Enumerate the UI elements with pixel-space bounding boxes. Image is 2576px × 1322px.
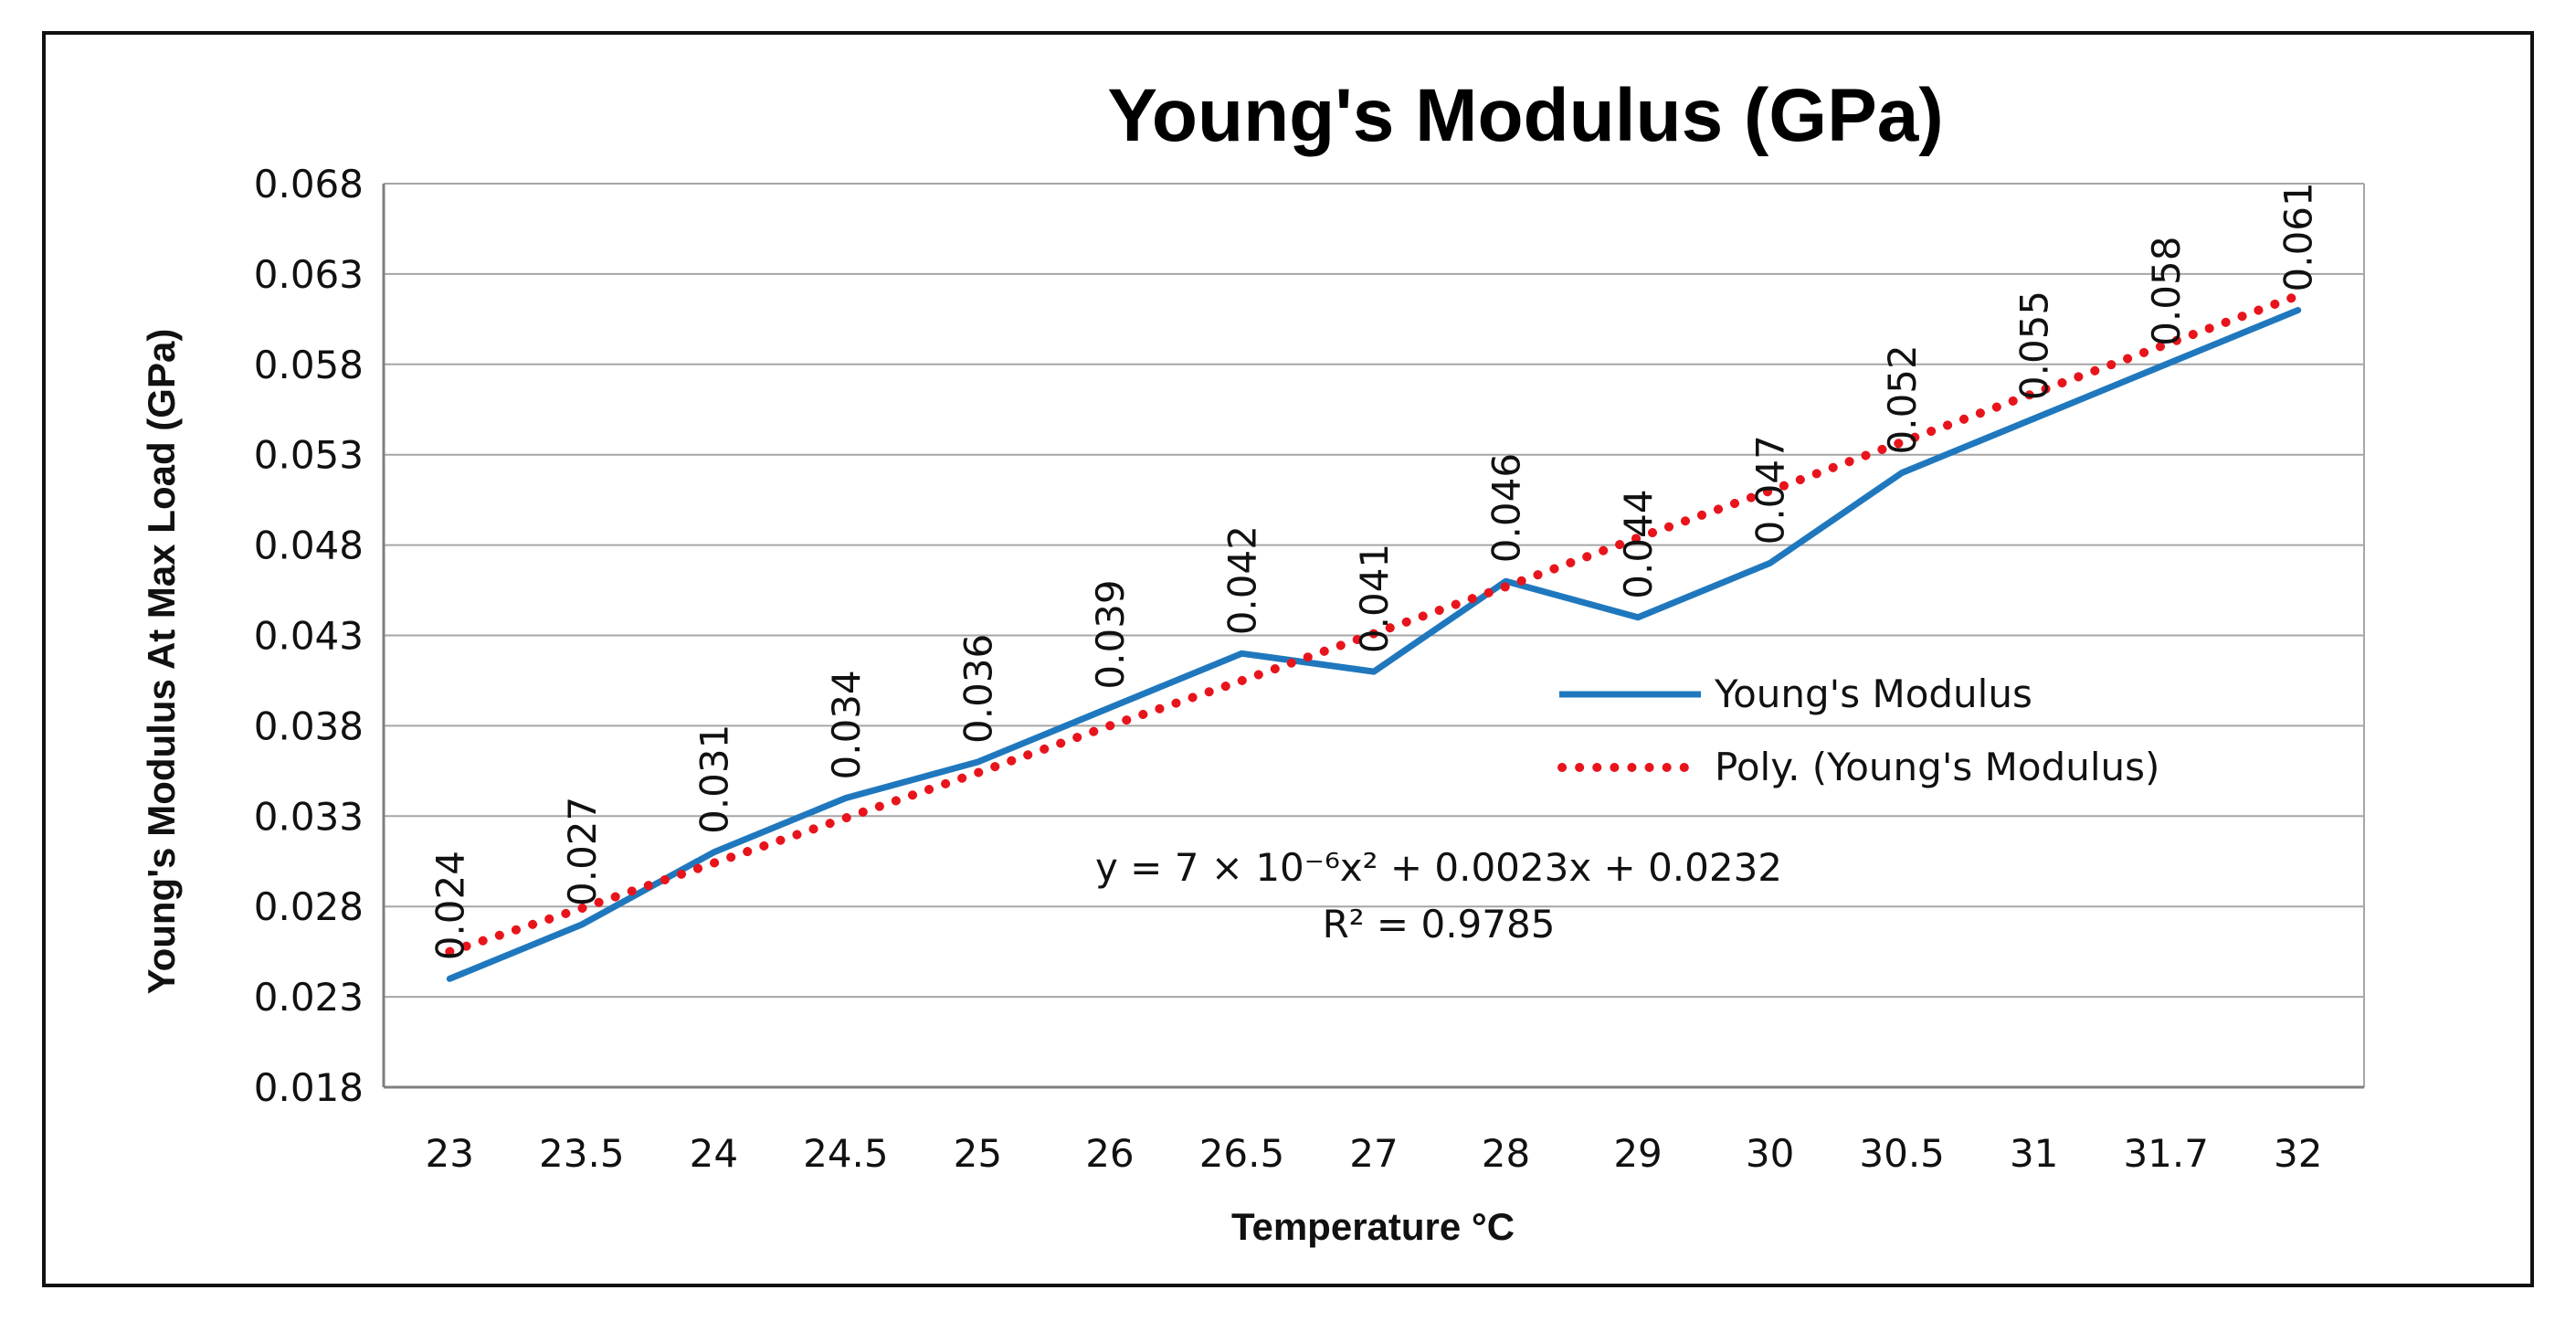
data-label: 0.031 xyxy=(692,724,736,834)
y-tick-label: 0.063 xyxy=(254,252,364,297)
legend-label-poly: Poly. (Young's Modulus) xyxy=(1715,745,2159,789)
trendline-r-squared: R² = 0.9785 xyxy=(1323,902,1556,947)
x-tick-label: 28 xyxy=(1482,1131,1530,1176)
legend-label-youngs-modulus: Young's Modulus xyxy=(1714,672,2032,716)
label-layer: 0.018 0.023 0.028 0.033 0.038 0.043 0.048 0.053… xyxy=(254,162,2323,1176)
y-tick-label: 0.028 xyxy=(254,884,364,929)
y-tick-label: 0.053 xyxy=(254,433,364,478)
series-layer xyxy=(445,291,2303,982)
x-tick-label: 31.7 xyxy=(2123,1131,2209,1176)
data-label: 0.036 xyxy=(955,634,1000,744)
x-tick-label: 32 xyxy=(2274,1131,2322,1176)
x-tick-label: 24.5 xyxy=(803,1131,889,1176)
x-tick-label: 26.5 xyxy=(1199,1131,1285,1176)
series-line-youngs-modulus xyxy=(446,307,2302,982)
data-label: 0.039 xyxy=(1088,579,1133,689)
y-tick-label: 0.018 xyxy=(254,1065,364,1110)
x-tick-label: 23 xyxy=(426,1131,474,1176)
x-tick-label: 25 xyxy=(954,1131,1002,1176)
trendline-poly xyxy=(445,291,2303,957)
x-tick-label: 24 xyxy=(690,1131,738,1176)
x-tick-label: 30.5 xyxy=(1859,1131,1945,1176)
data-label: 0.027 xyxy=(560,797,605,906)
y-tick-label: 0.058 xyxy=(254,343,364,387)
data-label: 0.047 xyxy=(1748,435,1793,545)
data-label: 0.058 xyxy=(2144,237,2189,346)
chart-title: Young's Modulus (GPa) xyxy=(1107,74,1943,157)
x-tick-label: 27 xyxy=(1349,1131,1398,1176)
data-label: 0.044 xyxy=(1616,489,1661,598)
data-label: 0.042 xyxy=(1220,525,1265,635)
x-tick-label: 29 xyxy=(1613,1131,1662,1176)
x-tick-label: 26 xyxy=(1085,1131,1134,1176)
y-axis-title: Young's Modulus At Max Load (GPa) xyxy=(140,329,183,995)
y-tick-label: 0.048 xyxy=(254,524,364,568)
x-tick-label: 31 xyxy=(2010,1131,2058,1176)
data-label: 0.041 xyxy=(1352,544,1397,653)
chart-frame: 0.018 0.023 0.028 0.033 0.038 0.043 0.048 0.053… xyxy=(42,31,2534,1287)
data-label: 0.052 xyxy=(1880,344,1925,454)
data-label: 0.061 xyxy=(2276,182,2321,291)
x-tick-label: 23.5 xyxy=(539,1131,625,1176)
chart-svg: 0.018 0.023 0.028 0.033 0.038 0.043 0.048 0.053… xyxy=(140,74,2365,1248)
y-tick-label: 0.033 xyxy=(254,794,364,839)
data-label: 0.055 xyxy=(2012,291,2057,400)
x-tick-label: 30 xyxy=(1746,1131,1794,1176)
trendline-equation: y = 7 × 10⁻⁶x² + 0.0023x + 0.0232 xyxy=(1095,845,1782,890)
y-tick-label: 0.023 xyxy=(254,975,364,1020)
x-axis-title: Temperature °C xyxy=(1231,1205,1515,1248)
axis-layer xyxy=(382,184,2364,1089)
data-label: 0.024 xyxy=(428,851,472,960)
data-label: 0.034 xyxy=(824,670,869,779)
y-tick-label: 0.038 xyxy=(254,703,364,748)
y-tick-label: 0.068 xyxy=(254,162,364,206)
y-tick-label: 0.043 xyxy=(254,614,364,659)
legend: Young's Modulus Poly. (Young's Modulus) xyxy=(1557,672,2159,789)
data-label: 0.046 xyxy=(1484,453,1529,563)
